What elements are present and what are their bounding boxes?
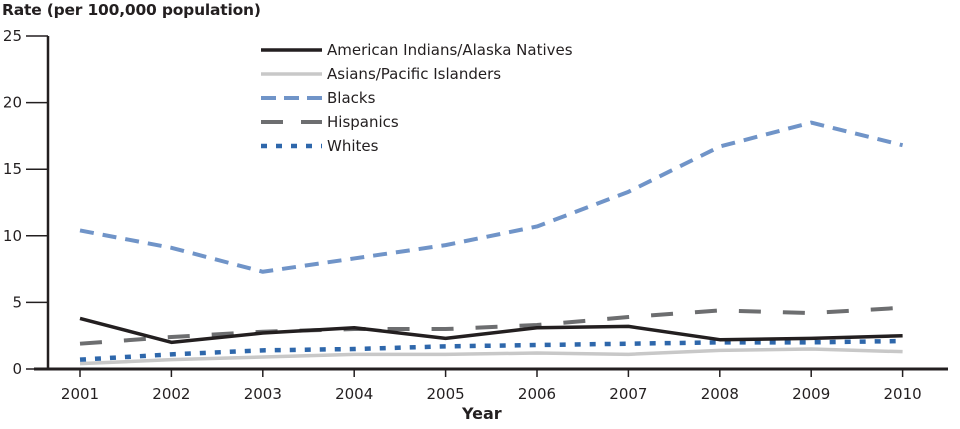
axes: 0 5 10 15 20 25 2001 2002 2003 2004 2005 2006 2007 20… (3, 27, 948, 403)
legend-label: Blacks (327, 89, 376, 107)
legend-label: Hispanics (327, 113, 399, 131)
x-axis-title: Year (462, 404, 502, 423)
y-axis-title: Rate (per 100,000 population) (2, 1, 261, 19)
x-tick-label: 2002 (152, 385, 190, 403)
series-line-blacks (79, 120, 904, 274)
x-tick-label: 2003 (244, 385, 282, 403)
series-line-american-indians-alaska-natives (79, 316, 903, 345)
legend: American Indians/Alaska Natives Asians/Pa… (261, 41, 573, 155)
series-lines (79, 120, 904, 366)
x-tick-label: 2005 (427, 385, 465, 403)
x-tick-label: 2007 (609, 385, 647, 403)
y-tick-label: 10 (3, 227, 22, 245)
x-tick-label: 2004 (335, 385, 373, 403)
x-tick-label: 2001 (61, 385, 99, 403)
series-line-hispanics (79, 305, 903, 346)
x-tick-label: 2010 (884, 385, 922, 403)
series-line-asians-pacific-islanders (79, 347, 903, 366)
x-tick-label: 2008 (701, 385, 739, 403)
x-tick-label: 2006 (518, 385, 556, 403)
series-line-whites (79, 338, 903, 362)
y-tick-label: 0 (12, 360, 22, 378)
y-tick-label: 20 (3, 94, 22, 112)
y-tick-label: 25 (3, 27, 22, 45)
legend-label: American Indians/Alaska Natives (327, 41, 573, 59)
legend-label: Whites (327, 137, 379, 155)
y-tick-label: 15 (3, 160, 22, 178)
legend-label: Asians/Pacific Islanders (327, 65, 501, 83)
y-tick-label: 5 (12, 293, 22, 311)
x-tick-label: 2009 (792, 385, 830, 403)
